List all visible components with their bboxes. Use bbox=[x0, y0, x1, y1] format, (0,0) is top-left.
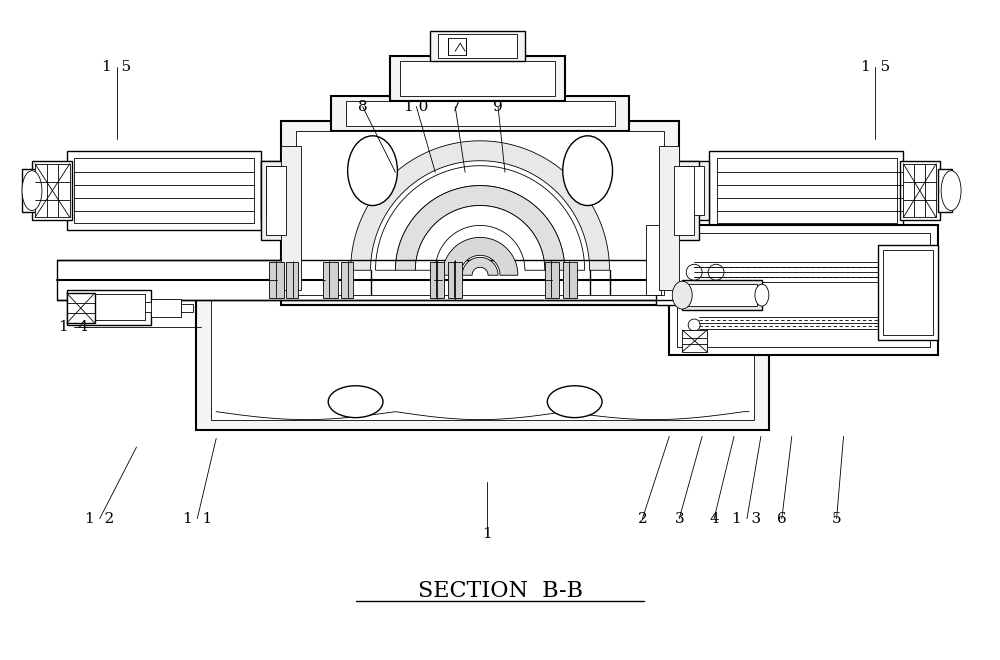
Bar bbox=[57, 260, 908, 300]
Bar bbox=[281, 146, 301, 290]
Ellipse shape bbox=[22, 171, 42, 211]
Polygon shape bbox=[462, 257, 498, 275]
Bar bbox=[296, 131, 664, 295]
Bar bbox=[266, 166, 284, 215]
Text: 6: 6 bbox=[777, 512, 787, 525]
Text: 5: 5 bbox=[832, 512, 841, 525]
Bar bbox=[687, 284, 757, 306]
Circle shape bbox=[686, 264, 702, 280]
Bar bbox=[266, 166, 286, 236]
Bar bbox=[261, 161, 291, 240]
Bar bbox=[646, 226, 661, 295]
Ellipse shape bbox=[755, 284, 769, 306]
Polygon shape bbox=[442, 238, 518, 275]
Text: 7: 7 bbox=[450, 100, 460, 114]
Bar bbox=[448, 262, 462, 298]
Text: 2: 2 bbox=[638, 512, 647, 525]
Text: 1 0: 1 0 bbox=[404, 100, 429, 114]
Bar bbox=[659, 146, 679, 290]
Bar bbox=[682, 280, 762, 310]
Circle shape bbox=[708, 264, 724, 280]
Bar bbox=[281, 121, 679, 305]
Text: 3: 3 bbox=[674, 512, 684, 525]
Bar bbox=[938, 169, 952, 213]
Bar bbox=[669, 161, 699, 240]
Bar bbox=[883, 250, 933, 335]
Bar bbox=[67, 150, 261, 230]
Bar bbox=[669, 226, 938, 355]
Ellipse shape bbox=[348, 136, 397, 205]
Polygon shape bbox=[395, 185, 565, 270]
Bar bbox=[717, 158, 897, 224]
Text: SECTION  B-B: SECTION B-B bbox=[418, 580, 582, 602]
Bar bbox=[430, 262, 444, 298]
Bar bbox=[97, 302, 156, 312]
Ellipse shape bbox=[563, 136, 613, 205]
Text: 1  1: 1 1 bbox=[183, 512, 212, 525]
Bar bbox=[286, 262, 298, 298]
Bar bbox=[35, 164, 70, 218]
Bar bbox=[181, 304, 193, 312]
Bar bbox=[67, 293, 95, 323]
Text: 1  5: 1 5 bbox=[102, 60, 131, 74]
Text: 1  4: 1 4 bbox=[59, 319, 88, 334]
Bar bbox=[22, 169, 36, 213]
Bar bbox=[563, 262, 577, 298]
Polygon shape bbox=[351, 141, 610, 270]
Bar bbox=[151, 299, 181, 317]
Bar bbox=[74, 294, 145, 320]
Bar bbox=[677, 234, 930, 347]
Text: 1: 1 bbox=[482, 527, 492, 541]
Bar bbox=[196, 290, 769, 430]
Bar bbox=[261, 161, 289, 220]
Bar bbox=[709, 150, 903, 230]
Bar bbox=[211, 300, 754, 420]
Text: 9: 9 bbox=[493, 100, 503, 114]
Bar bbox=[32, 161, 72, 220]
Ellipse shape bbox=[547, 385, 602, 418]
Bar bbox=[448, 38, 466, 55]
Bar bbox=[900, 161, 940, 220]
Bar bbox=[679, 161, 709, 220]
Ellipse shape bbox=[328, 385, 383, 418]
Text: 1  3: 1 3 bbox=[732, 512, 762, 525]
Bar bbox=[682, 330, 707, 352]
Polygon shape bbox=[415, 205, 545, 270]
Bar bbox=[390, 56, 565, 101]
Ellipse shape bbox=[672, 281, 692, 309]
Bar bbox=[438, 34, 517, 58]
Polygon shape bbox=[376, 166, 585, 270]
Bar bbox=[682, 166, 704, 215]
Bar bbox=[74, 158, 254, 224]
Text: 1  2: 1 2 bbox=[85, 512, 114, 525]
Bar bbox=[323, 262, 338, 298]
Bar bbox=[656, 215, 681, 305]
Bar bbox=[878, 246, 938, 340]
Bar bbox=[331, 96, 629, 131]
Bar bbox=[67, 290, 151, 325]
Bar bbox=[674, 166, 694, 236]
Bar bbox=[341, 262, 353, 298]
Bar bbox=[430, 31, 525, 61]
Bar bbox=[545, 262, 559, 298]
Bar bbox=[903, 164, 936, 218]
Circle shape bbox=[688, 319, 700, 331]
Text: 4: 4 bbox=[709, 512, 719, 525]
Bar bbox=[346, 101, 615, 126]
Text: 1  5: 1 5 bbox=[861, 60, 890, 74]
Text: 8: 8 bbox=[358, 100, 367, 114]
Bar bbox=[400, 61, 555, 96]
Bar bbox=[269, 262, 284, 298]
Ellipse shape bbox=[941, 171, 961, 211]
